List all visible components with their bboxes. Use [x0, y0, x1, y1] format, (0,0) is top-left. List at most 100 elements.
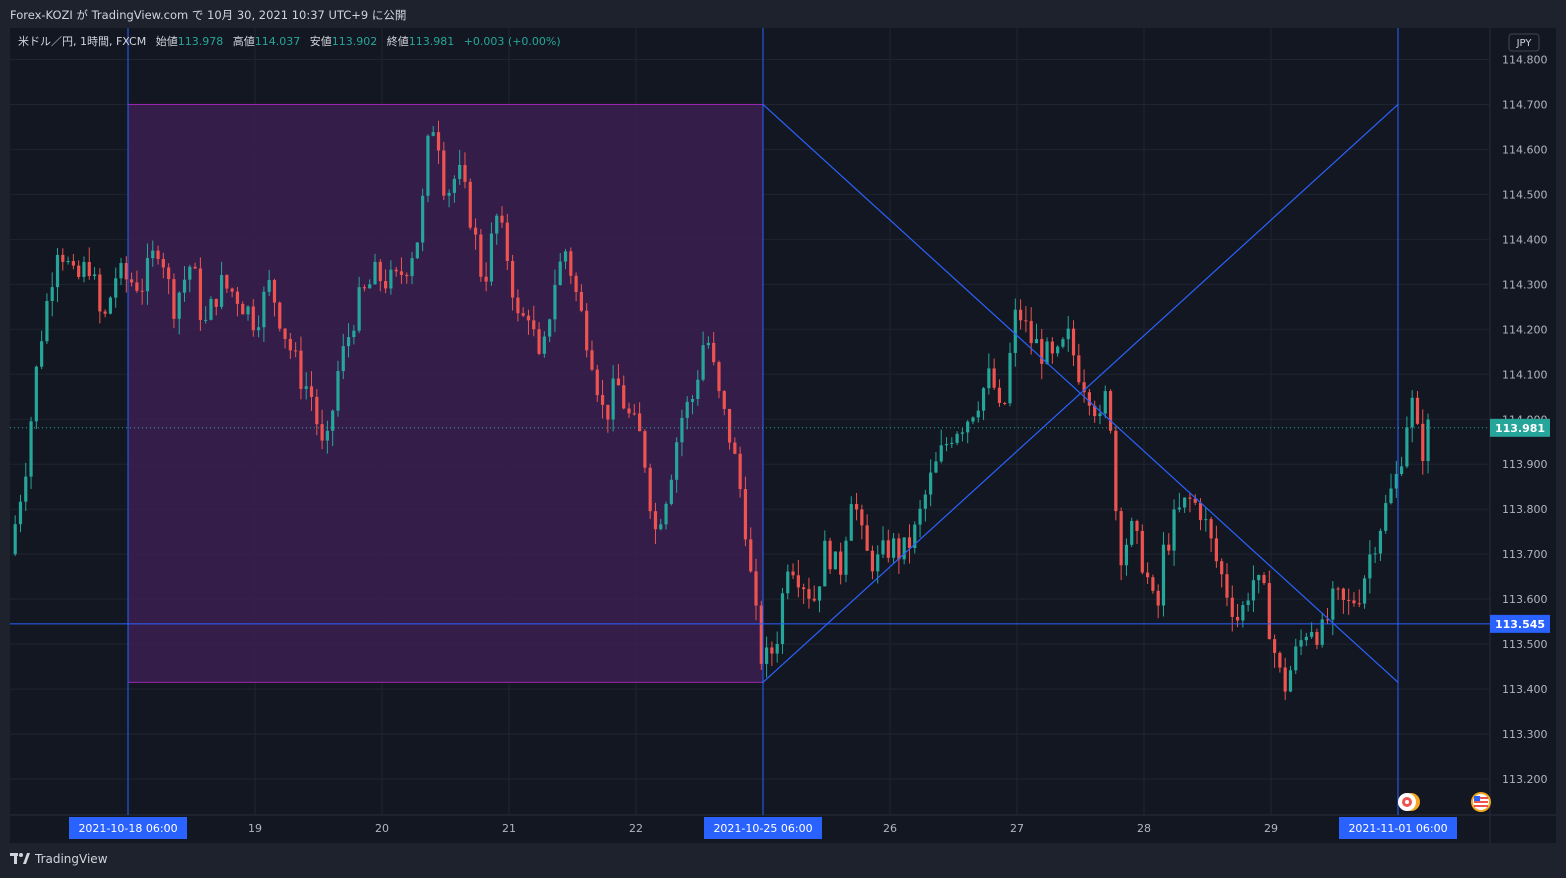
low-label: 安値 [310, 34, 332, 48]
candle-body [807, 589, 811, 599]
candle-body [436, 132, 441, 151]
candle-body [362, 287, 367, 289]
candle-body [1235, 616, 1240, 621]
candle-body [1394, 473, 1398, 489]
time-highlight-tag [704, 817, 822, 839]
symbol-label: 米ドル／円, 1時間, FXCM [18, 35, 146, 48]
candle-body [802, 587, 806, 590]
range-rectangle [127, 103, 764, 683]
time-highlight-tag [1339, 817, 1457, 839]
candle-body [1135, 520, 1139, 531]
candle-body [770, 647, 774, 654]
candle-body [1262, 575, 1266, 584]
candle-body [1193, 498, 1197, 503]
level-price-tag [1490, 614, 1550, 633]
level-price-label: 113.545 [1495, 618, 1545, 631]
candle-body [114, 278, 118, 298]
candle-body [1024, 320, 1028, 322]
candle-body [606, 404, 610, 420]
candle-body [172, 279, 176, 319]
chart-panel[interactable]: 114.800 114.700 114.600 114.500 114.400 114.3… [10, 28, 1556, 843]
candle-body [1241, 605, 1245, 621]
price-tick-label: 113.200 [1502, 773, 1548, 786]
candle-body [669, 479, 673, 504]
candle-body [235, 291, 240, 304]
candle-body [1426, 419, 1430, 462]
candle-body [516, 297, 520, 314]
candle-body [1272, 639, 1277, 653]
candle-body [902, 537, 906, 560]
candle-body [426, 135, 430, 196]
candle-body [574, 275, 578, 292]
candle-body [685, 401, 689, 418]
tradingview-logo-icon [10, 853, 30, 864]
candle-body [1003, 402, 1007, 404]
high-value: 114.037 [255, 35, 301, 48]
price-tick-label: 114.500 [1502, 188, 1548, 201]
price-tick-label: 113.500 [1502, 638, 1548, 651]
candle-body [526, 315, 531, 321]
candle-body [346, 337, 351, 347]
candle-body [331, 410, 335, 431]
candle-body [1198, 502, 1203, 521]
candle-body [378, 261, 382, 282]
candle-body [61, 254, 65, 262]
candle-body [1151, 577, 1155, 591]
candle-body [283, 328, 287, 339]
time-tick-label: 22 [629, 822, 643, 835]
candle-body [452, 178, 456, 193]
candle-body [1119, 511, 1123, 566]
candle-body [315, 396, 319, 425]
candle-body [743, 489, 748, 540]
us-flag-icon[interactable] [1471, 792, 1491, 812]
candle-body [82, 262, 86, 277]
candle-body [1230, 597, 1234, 617]
brand[interactable]: TradingView [10, 852, 108, 866]
candle-body [1071, 328, 1076, 356]
candle-body [1251, 580, 1256, 601]
candle-body [415, 242, 419, 259]
candle-body [796, 575, 800, 588]
candle-body [876, 554, 880, 572]
candle-body [246, 306, 250, 315]
candle-body [156, 250, 160, 259]
candle-body [929, 472, 933, 495]
candle-body [66, 261, 70, 263]
candle-body [622, 385, 626, 409]
candle-body [1177, 507, 1181, 510]
candle-body [1188, 497, 1192, 499]
candle-body [833, 551, 837, 570]
current-price-label: 113.981 [1495, 422, 1545, 435]
candle-body [1341, 588, 1345, 600]
candle-body [256, 327, 261, 331]
candle-body [1399, 466, 1404, 474]
change-value: +0.003 (+0.00%) [464, 35, 561, 48]
candle-body [632, 413, 636, 415]
candle-body [140, 290, 144, 292]
currency-label: JPY [1516, 38, 1533, 49]
candle-body [712, 342, 716, 363]
candle-body [272, 280, 277, 303]
candle-body [77, 265, 81, 277]
candle-body [823, 540, 827, 587]
candle-body [1257, 575, 1261, 581]
candle-body [1050, 341, 1054, 354]
candle-body [447, 192, 451, 196]
time-tick-label: 21 [502, 822, 516, 835]
event-icon[interactable] [1398, 793, 1420, 811]
candle-body [55, 254, 60, 288]
candle-body [442, 150, 446, 196]
candle-body [145, 258, 150, 292]
candle-body [1278, 652, 1282, 668]
candle-body [1077, 355, 1081, 383]
candle-body [727, 408, 732, 443]
price-tick-label: 114.100 [1502, 368, 1548, 381]
time-tick-label: 26 [883, 822, 897, 835]
price-chart[interactable]: 114.800 114.700 114.600 114.500 114.400 114.3… [10, 28, 1556, 843]
price-tick-label: 113.300 [1502, 728, 1548, 741]
candle-body [976, 410, 980, 418]
candle-body [532, 320, 536, 330]
currency-badge[interactable]: JPY [1508, 33, 1540, 52]
candle-body [860, 509, 864, 526]
candle-body [373, 261, 377, 285]
